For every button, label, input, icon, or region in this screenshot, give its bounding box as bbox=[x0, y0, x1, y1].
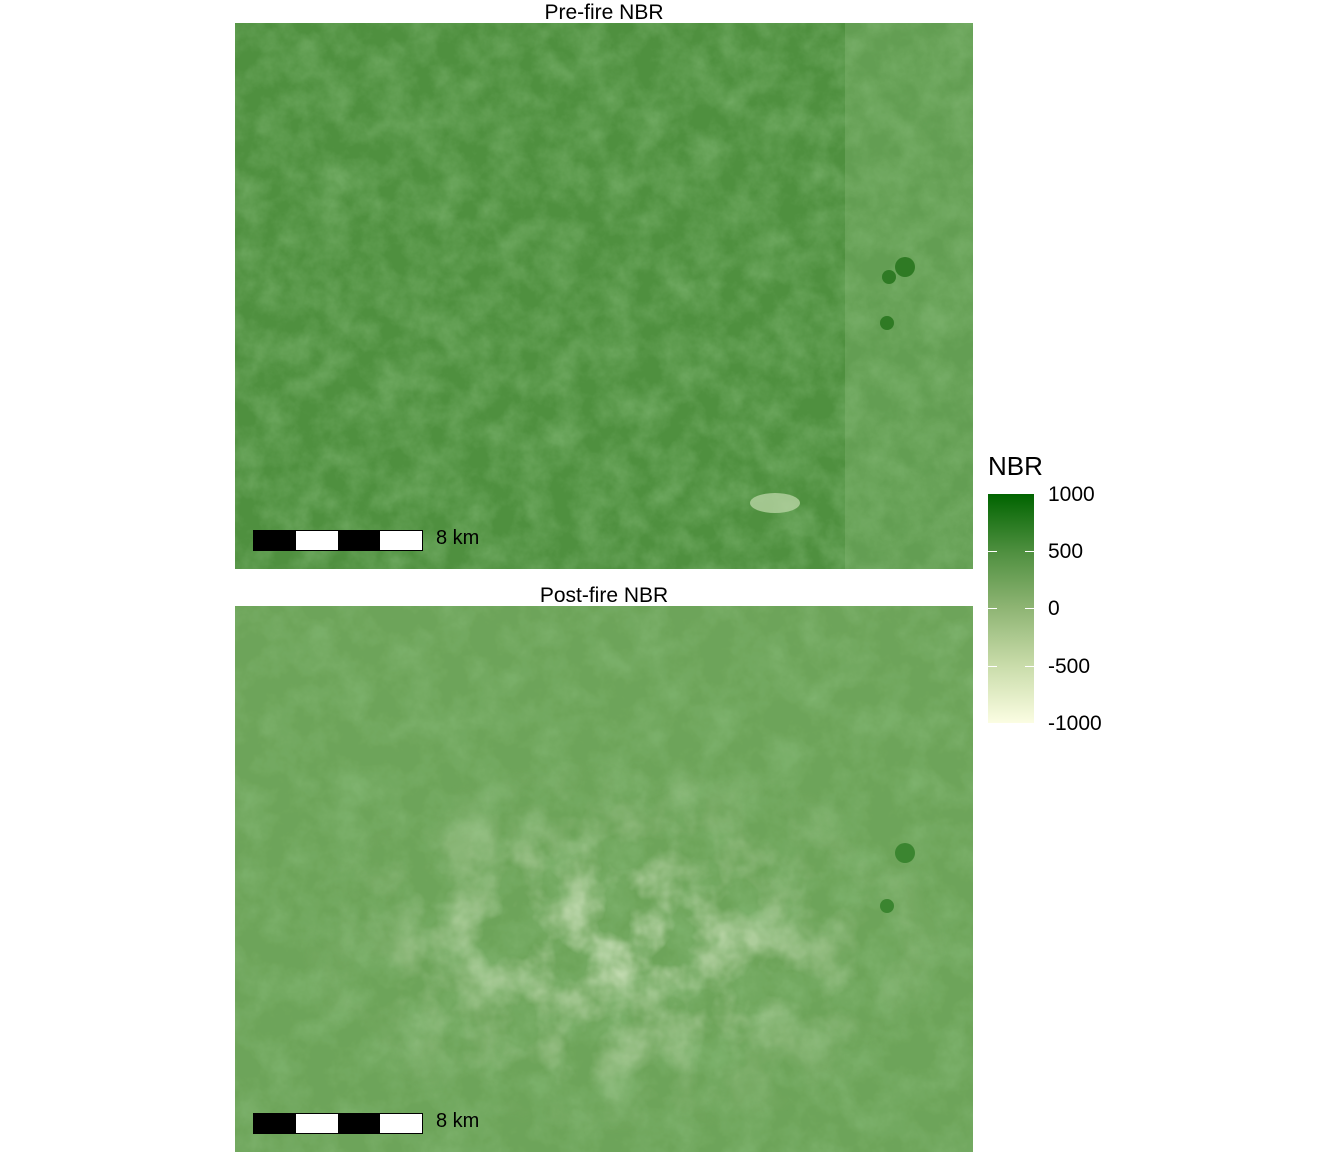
raster-texture bbox=[235, 23, 973, 569]
post-fire-raster bbox=[235, 606, 973, 1152]
burn-scar bbox=[295, 616, 955, 1152]
legend-tick bbox=[1025, 608, 1034, 609]
legend-label: 500 bbox=[1048, 540, 1084, 563]
post-fire-map: 8 km bbox=[235, 606, 973, 1152]
pre-fire-raster bbox=[235, 23, 973, 569]
scale-bar bbox=[253, 1113, 423, 1134]
scale-bar-label: 8 km bbox=[436, 527, 480, 549]
scale-bar bbox=[253, 530, 423, 551]
legend-tick bbox=[988, 666, 997, 667]
legend-tick bbox=[1025, 551, 1034, 552]
post-fire-title: Post-fire NBR bbox=[539, 584, 669, 607]
field-circle bbox=[880, 899, 894, 913]
legend-tick bbox=[988, 608, 997, 609]
legend-tick bbox=[988, 551, 997, 552]
valley-area bbox=[845, 23, 973, 569]
field-circle bbox=[895, 843, 915, 863]
scale-bar-label: 8 km bbox=[436, 1110, 480, 1132]
legend-tick bbox=[1025, 666, 1034, 667]
pre-fire-title: Pre-fire NBR bbox=[544, 1, 664, 24]
field-circle bbox=[880, 316, 894, 330]
pre-fire-map: 8 km bbox=[235, 23, 973, 569]
field-circle bbox=[895, 257, 915, 277]
field-circle bbox=[882, 270, 896, 284]
legend-label: -1000 bbox=[1048, 712, 1102, 735]
legend-label: 0 bbox=[1048, 597, 1060, 620]
bright-patch bbox=[750, 493, 800, 513]
legend-label: 1000 bbox=[1048, 483, 1095, 506]
haze bbox=[235, 606, 973, 1152]
legend-label: -500 bbox=[1048, 655, 1091, 678]
legend-title: NBR bbox=[988, 451, 1043, 481]
